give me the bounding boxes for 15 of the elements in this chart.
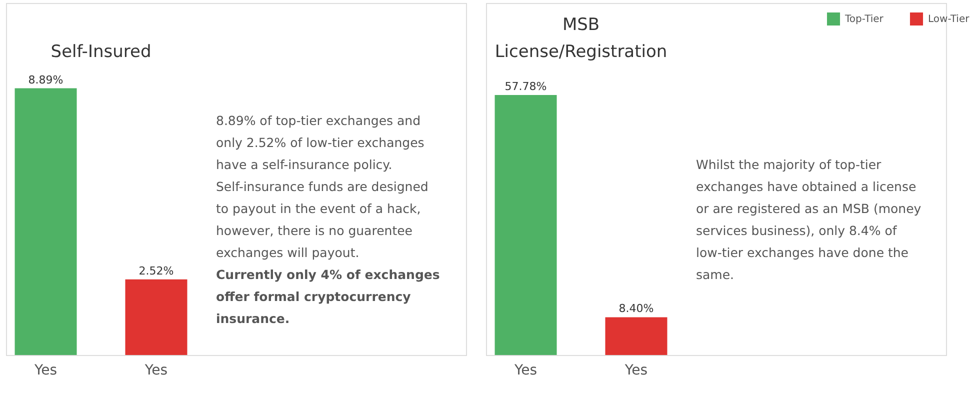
x-tick-label: Yes	[513, 362, 538, 378]
chart-title: Self-Insured	[50, 42, 152, 62]
data-label: 57.78%	[504, 80, 547, 93]
text: Whilst the majority of top-tier exchanges have obtained a license or are registered as an MSB (money services business), only 8.4% of low-tier exchanges have done the same.	[696, 157, 922, 282]
text: Currently only 4% of exchanges offer formal cryptocurrency insurance.	[216, 267, 440, 326]
data-label: 8.89%	[28, 73, 64, 86]
x-tick-label: Yes	[33, 362, 58, 378]
legend-label: Top-Tier	[844, 14, 884, 25]
chart-title: MSB License/Registration	[494, 15, 668, 62]
x-tick-label: Yes	[624, 362, 648, 378]
legend-label: Low-Tier	[928, 14, 970, 25]
data-label: 2.52%	[138, 264, 174, 278]
x-tick-label: Yes	[144, 362, 168, 378]
text: 8.89% of top-tier exchanges and only 2.52% of low-tier exchanges have a self-insurance policy. Self-insurance funds are designed to payout in the event of a hack, however, there is no guarentee exchanges will payout.	[216, 113, 428, 260]
data-label: 8.40%	[618, 302, 654, 316]
